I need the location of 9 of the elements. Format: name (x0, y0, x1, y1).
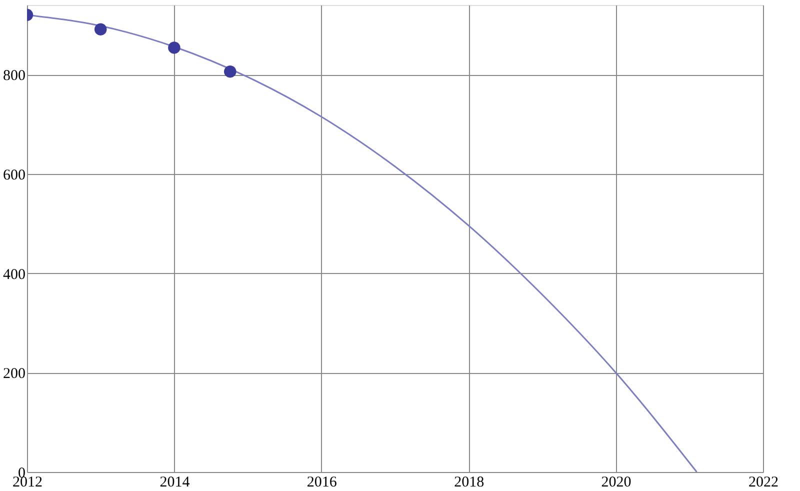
y-tick-label: 200 (3, 366, 26, 382)
y-tick-label: 600 (3, 167, 26, 184)
y-tick-label: 800 (3, 68, 26, 84)
x-tick-label: 2016 (306, 474, 338, 490)
x-tick-label: 2022 (748, 474, 778, 490)
x-tick-label: 2020 (601, 474, 632, 490)
y-tick-label: 400 (3, 266, 26, 283)
x-tick-label: 2014 (160, 474, 190, 490)
x-tick-label: 2018 (454, 474, 484, 490)
